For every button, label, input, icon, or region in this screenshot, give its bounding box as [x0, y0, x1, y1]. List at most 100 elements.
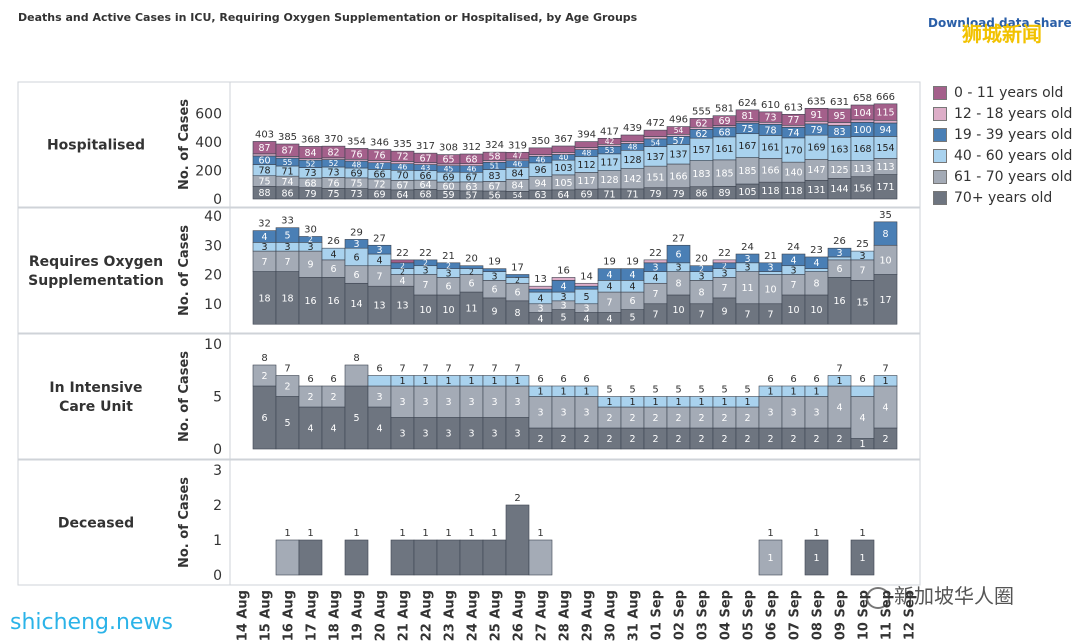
- segment-label: 46: [513, 160, 523, 169]
- segment-label: 5: [284, 418, 290, 429]
- total-label: 22: [419, 248, 432, 259]
- y-tick-label: 30: [204, 238, 222, 254]
- segment-label: 68: [718, 127, 730, 138]
- total-label: 308: [439, 143, 458, 154]
- total-label: 24: [741, 242, 754, 253]
- segment-label: 3: [445, 268, 451, 279]
- total-label: 8: [261, 353, 267, 364]
- segment-label: 6: [445, 282, 451, 293]
- segment-label: 2: [698, 413, 704, 424]
- segment-label: 16: [304, 296, 316, 307]
- segment-label: 54: [513, 191, 523, 200]
- total-label: 385: [278, 132, 297, 143]
- segment-label: 113: [853, 164, 871, 175]
- legend-item[interactable]: 19 - 39 years old: [933, 124, 1072, 145]
- legend-item[interactable]: 0 - 11 years old: [933, 82, 1072, 103]
- segment-label: 1: [859, 553, 865, 564]
- legend-item[interactable]: 70+ years old: [933, 187, 1072, 208]
- y-tick-label: 20: [204, 268, 222, 284]
- segment-label: 1: [652, 397, 658, 408]
- segment-label: 84: [511, 181, 523, 192]
- segment-label: 3: [744, 254, 750, 265]
- bar-segment: [620, 134, 645, 142]
- total-label: 6: [560, 374, 566, 385]
- segment-label: 7: [422, 280, 428, 291]
- y-tick-label: 200: [195, 163, 222, 179]
- segment-label: 47: [513, 151, 523, 160]
- bar-segment: [873, 119, 898, 124]
- segment-label: 1: [422, 376, 428, 387]
- segment-label: 4: [606, 270, 612, 281]
- segment-label: 72: [396, 152, 408, 163]
- segment-label: 2: [699, 264, 704, 273]
- segment-label: 18: [281, 293, 293, 304]
- bar-segment: [873, 103, 898, 121]
- bar-segment: [298, 539, 323, 576]
- total-label: 5: [675, 385, 681, 396]
- segment-label: 48: [628, 143, 638, 152]
- segment-label: 170: [784, 145, 802, 156]
- bar-segment: [758, 539, 783, 576]
- bar-segment: [643, 259, 668, 264]
- legend-item[interactable]: 40 - 60 years old: [933, 145, 1072, 166]
- segment-label: 4: [652, 273, 658, 284]
- segment-label: 151: [646, 172, 664, 183]
- y-tick-label: 0: [213, 568, 222, 584]
- segment-label: 167: [738, 141, 756, 152]
- bar-segment: [574, 147, 599, 150]
- segment-label: 87: [281, 146, 293, 157]
- segment-label: 1: [491, 376, 497, 387]
- segment-label: 3: [537, 408, 543, 419]
- bar-segment: [505, 375, 530, 387]
- segment-label: 16: [833, 296, 845, 307]
- legend-item[interactable]: 61 - 70 years old: [933, 166, 1072, 187]
- segment-label: 104: [853, 108, 871, 119]
- segment-label: 105: [738, 187, 756, 198]
- total-label: 350: [531, 136, 550, 147]
- x-tick-label: 07 Sep: [788, 590, 803, 640]
- segment-label: 3: [813, 408, 819, 419]
- total-label: 7: [882, 364, 888, 375]
- segment-label: 137: [669, 150, 687, 161]
- total-label: 29: [350, 227, 363, 238]
- segment-label: 9: [491, 306, 497, 317]
- x-tick-label: 11 Sep: [880, 590, 895, 640]
- bar-segment: [528, 285, 553, 290]
- segment-label: 3: [353, 239, 359, 250]
- segment-label: 79: [304, 189, 316, 200]
- segment-label: 1: [399, 376, 405, 387]
- total-label: 319: [508, 140, 527, 151]
- bar-segment: [528, 288, 553, 293]
- total-label: 368: [301, 134, 320, 145]
- panel-label: Deceased: [58, 516, 134, 532]
- segment-label: 2: [882, 434, 888, 445]
- y-axis-label: No. of Cases: [177, 477, 192, 568]
- y-tick-label: 40: [204, 209, 222, 225]
- segment-label: 7: [721, 283, 727, 294]
- bar-segment: [873, 221, 898, 246]
- segment-label: 3: [445, 429, 451, 440]
- segment-label: 46: [398, 163, 408, 172]
- segment-label: 3: [675, 263, 681, 274]
- total-label: 25: [856, 239, 869, 250]
- x-tick-label: 02 Sep: [673, 590, 688, 640]
- segment-label: 5: [629, 312, 635, 323]
- segment-label: 161: [761, 142, 779, 153]
- segment-label: 7: [606, 298, 612, 309]
- legend-swatch: [933, 169, 947, 184]
- segment-label: 3: [445, 397, 451, 408]
- segment-label: 84: [511, 169, 523, 180]
- bar-segment: [574, 282, 599, 287]
- total-label: 5: [721, 385, 727, 396]
- bar-segment: [850, 385, 875, 397]
- download-data-link[interactable]: Download data share: [928, 16, 1072, 30]
- bar-segment: [850, 119, 875, 123]
- total-label: 6: [813, 374, 819, 385]
- legend-item[interactable]: 12 - 18 years old: [933, 103, 1072, 124]
- panel-label: Requires Oxygen: [29, 254, 163, 270]
- segment-label: 1: [583, 387, 589, 398]
- segment-label: 166: [669, 171, 687, 182]
- legend-label: 12 - 18 years old: [954, 105, 1073, 122]
- total-label: 6: [583, 374, 589, 385]
- segment-label: 144: [830, 184, 848, 195]
